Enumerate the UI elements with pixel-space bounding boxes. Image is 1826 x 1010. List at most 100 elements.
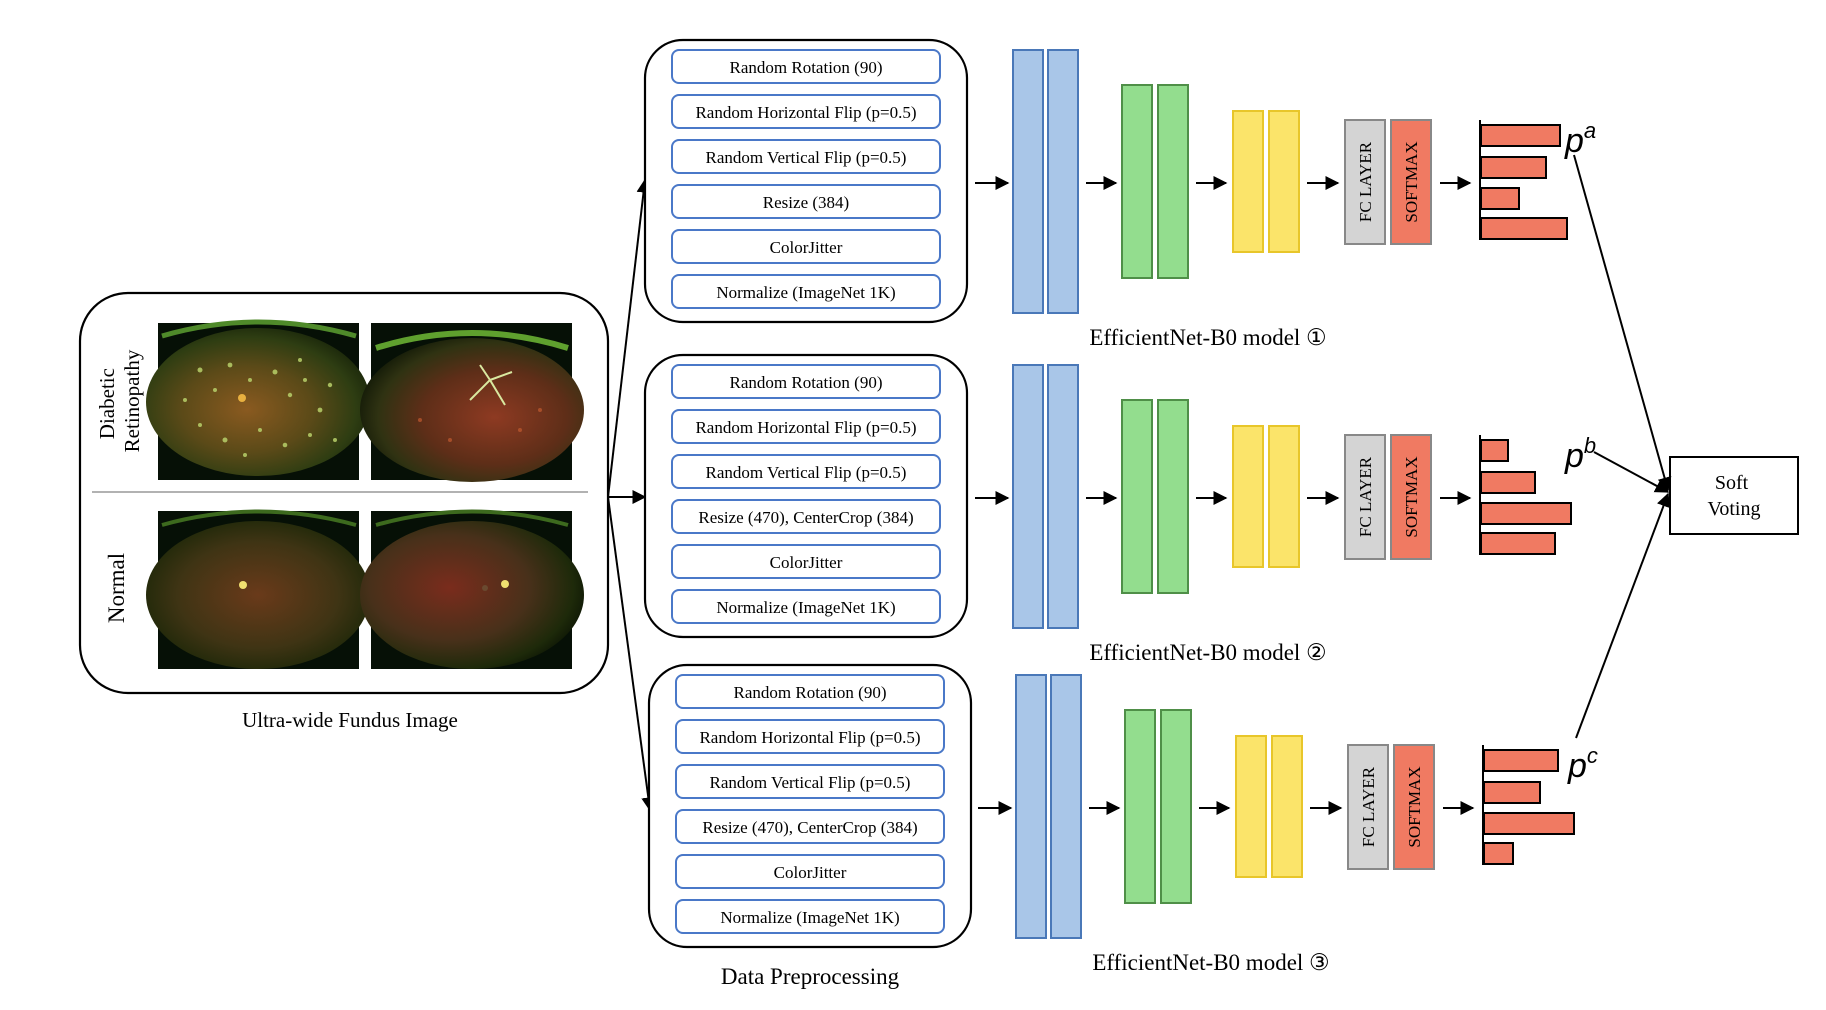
probability-bar — [1480, 124, 1561, 147]
probability-bar — [1483, 812, 1575, 835]
arrow-to-pipeline-1 — [607, 178, 651, 498]
preprocess-step-label: ColorJitter — [774, 863, 847, 882]
softmax-label: SOFTMAX — [1402, 141, 1421, 222]
arrow-pb-to-voting — [1593, 451, 1670, 493]
model-rows: FC LAYER SOFTMAX pa EfficientNet-B0 model ①… — [975, 49, 1598, 975]
model-row-2: FC LAYER SOFTMAX pb EfficientNet-B0 model ② — [975, 364, 1596, 665]
probability-bar — [1480, 439, 1509, 462]
input-fanout-arrows — [607, 178, 656, 812]
preprocess-step-label: Resize (470), CenterCrop (384) — [702, 818, 917, 837]
soft-voting-node: Soft Voting — [1669, 456, 1799, 535]
preprocess-step-label: Random Horizontal Flip (p=0.5) — [695, 103, 916, 122]
conv-block-blue-2 — [1047, 364, 1079, 629]
probability-symbol: pb — [1564, 433, 1596, 475]
model-row-3: FC LAYER SOFTMAX pc EfficientNet-B0 model ③ — [978, 674, 1598, 975]
preprocess-step-box — [671, 229, 941, 264]
probability-bar — [1480, 217, 1568, 240]
pipeline-1: Random Rotation (90) Random Horizontal Fl… — [643, 38, 969, 324]
preprocess-step-label: Random Rotation (90) — [730, 58, 883, 77]
preprocess-step-label: Normalize (ImageNet 1K) — [720, 908, 899, 927]
conv-block-blue-1 — [1012, 364, 1044, 629]
model-row-1: FC LAYER SOFTMAX pa EfficientNet-B0 model ① — [975, 49, 1596, 350]
input-panel: Diabetic Retinopathy Normal — [78, 291, 610, 732]
preprocess-step-label: Random Rotation (90) — [734, 683, 887, 702]
probability-bar — [1480, 471, 1536, 494]
preprocess-step-box — [671, 274, 941, 309]
probability-bars — [1482, 745, 1575, 865]
probability-bars — [1479, 435, 1572, 555]
preprocess-step-box — [671, 589, 941, 624]
probability-bar — [1480, 502, 1572, 525]
preprocessing-caption: Data Preprocessing — [721, 964, 900, 989]
conv-block-blue-1 — [1015, 674, 1047, 939]
row-label-diabetic-retinopathy: Diabetic Retinopathy — [95, 349, 144, 452]
model-label: EfficientNet-B0 model ① — [1089, 325, 1326, 350]
preprocess-step-box — [671, 454, 941, 489]
preprocess-step-label: ColorJitter — [770, 553, 843, 572]
preprocess-step-box — [675, 899, 945, 934]
fc-layer-label: FC LAYER — [1356, 456, 1375, 537]
softmax-block — [1390, 434, 1432, 560]
preprocess-step-label: Random Horizontal Flip (p=0.5) — [699, 728, 920, 747]
preprocess-step-label: Resize (470), CenterCrop (384) — [698, 508, 913, 527]
softmax-block — [1390, 119, 1432, 245]
preprocess-step-box — [671, 364, 941, 399]
preprocess-step-box — [675, 764, 945, 799]
voting-arrows — [1573, 154, 1672, 739]
preprocess-step-box — [671, 544, 941, 579]
fundus-image-normal-2 — [360, 509, 584, 669]
preprocess-step-label: Normalize (ImageNet 1K) — [716, 283, 895, 302]
conv-block-yellow-1 — [1232, 425, 1264, 568]
preprocess-step-label: ColorJitter — [770, 238, 843, 257]
preprocess-step-box — [675, 674, 945, 709]
probability-bar — [1480, 532, 1556, 555]
preprocess-step-box — [671, 184, 941, 219]
preprocess-step-label: Resize (384) — [763, 193, 849, 212]
arrow-pa-to-voting — [1573, 154, 1672, 492]
preprocess-step-box — [671, 139, 941, 174]
conv-block-green-1 — [1124, 709, 1156, 904]
preprocess-step-label: Random Vertical Flip (p=0.5) — [710, 773, 911, 792]
conv-block-yellow-1 — [1232, 110, 1264, 253]
preprocess-step-label: Random Vertical Flip (p=0.5) — [706, 148, 907, 167]
conv-block-green-2 — [1160, 709, 1192, 904]
probability-bar — [1480, 187, 1520, 210]
model-label: EfficientNet-B0 model ③ — [1092, 950, 1329, 975]
conv-block-yellow-2 — [1268, 425, 1300, 568]
fc-layer-block — [1344, 434, 1386, 560]
arrow-pc-to-voting — [1575, 492, 1671, 739]
fundus-image-dr-1 — [146, 319, 370, 480]
conv-block-yellow-2 — [1268, 110, 1300, 253]
exudate-spots — [183, 358, 337, 457]
conv-block-blue-2 — [1047, 49, 1079, 314]
preprocess-step-label: Random Vertical Flip (p=0.5) — [706, 463, 907, 482]
preprocess-step-box — [671, 49, 941, 84]
input-caption: Ultra-wide Fundus Image — [242, 708, 458, 732]
probability-symbol: pc — [1567, 743, 1598, 785]
pipeline-3: Random Rotation (90) Random Horizontal Fl… — [647, 663, 973, 949]
conv-block-yellow-2 — [1271, 735, 1303, 878]
model-label: EfficientNet-B0 model ② — [1089, 640, 1326, 665]
fc-layer-block — [1347, 744, 1389, 870]
pipeline-2: Random Rotation (90) Random Horizontal Fl… — [643, 353, 969, 639]
preprocess-step-label: Normalize (ImageNet 1K) — [716, 598, 895, 617]
conv-block-green-2 — [1157, 399, 1189, 594]
conv-block-yellow-1 — [1235, 735, 1267, 878]
softmax-block — [1393, 744, 1435, 870]
fc-layer-label: FC LAYER — [1356, 141, 1375, 222]
preprocess-step-label: Random Horizontal Flip (p=0.5) — [695, 418, 916, 437]
conv-block-green-1 — [1121, 399, 1153, 594]
preprocess-step-box — [671, 499, 941, 534]
probability-bar — [1483, 842, 1514, 865]
arrow-to-pipeline-3 — [607, 496, 656, 812]
fc-layer-block — [1344, 119, 1386, 245]
soft-voting-box — [1669, 456, 1799, 535]
preprocess-step-label: Random Rotation (90) — [730, 373, 883, 392]
fundus-image-normal-1 — [146, 509, 370, 669]
softmax-label: SOFTMAX — [1402, 456, 1421, 537]
preprocess-step-box — [675, 719, 945, 754]
conv-block-green-1 — [1121, 84, 1153, 279]
preprocessing-pipelines: Random Rotation (90) Random Horizontal Fl… — [643, 38, 973, 949]
probability-symbol: pa — [1564, 118, 1596, 160]
probability-bars — [1479, 120, 1568, 240]
